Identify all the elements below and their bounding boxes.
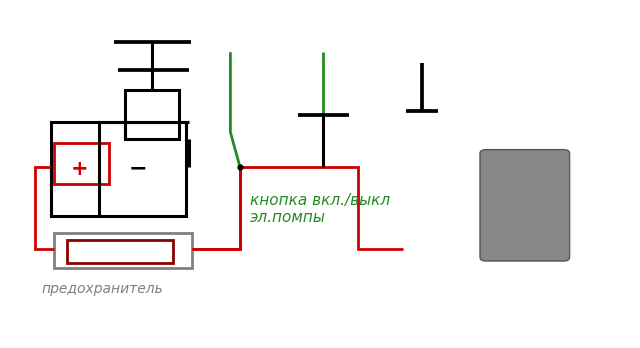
- Text: кнопка вкл./выкл
эл.помпы: кнопка вкл./выкл эл.помпы: [250, 192, 390, 225]
- Text: +: +: [71, 159, 89, 179]
- Bar: [51, 122, 186, 216]
- Bar: [125, 90, 179, 139]
- Bar: [54, 143, 109, 184]
- Bar: [67, 240, 173, 263]
- Text: −: −: [128, 159, 147, 179]
- FancyBboxPatch shape: [480, 150, 570, 261]
- Bar: [54, 233, 192, 268]
- Text: предохранитель: предохранитель: [42, 282, 163, 296]
